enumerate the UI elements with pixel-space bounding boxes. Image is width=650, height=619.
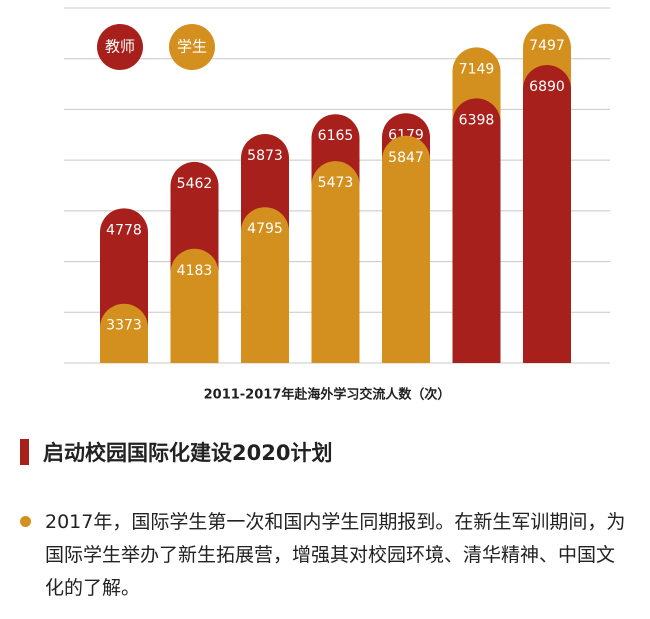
legend-swatch — [169, 24, 215, 70]
value-label: 5473 — [318, 175, 354, 191]
value-label: 4795 — [247, 221, 283, 237]
section-heading: 启动校园国际化建设2020计划 — [20, 438, 332, 466]
value-label: 5873 — [247, 148, 283, 164]
heading-marker — [20, 439, 29, 465]
value-label: 3373 — [106, 318, 142, 334]
bar — [523, 64, 571, 363]
bullet-item: 2017年，国际学生第一次和国内学生同期报到。在新生军训期间，为国际学生举办了新… — [20, 506, 630, 605]
value-label: 5462 — [177, 176, 213, 192]
value-label: 6165 — [318, 128, 354, 144]
value-label: 6890 — [529, 79, 565, 95]
bar — [170, 248, 219, 363]
value-label: 7149 — [459, 61, 495, 77]
bars: 4778337354624183587347956165547361795847… — [100, 23, 571, 363]
legend-label: 教师 — [105, 38, 135, 56]
bar — [452, 98, 501, 363]
chart-title: 2011-2017年赴海外学习交流人数（次） — [204, 387, 451, 403]
value-label: 4183 — [177, 263, 213, 279]
bar — [311, 161, 360, 363]
heading-text: 启动校园国际化建设2020计划 — [43, 441, 333, 465]
bar — [100, 303, 148, 363]
value-label: 5847 — [388, 150, 424, 166]
bar — [382, 135, 430, 363]
chart: 2011-2017年赴海外学习交流人数（次） 教师 学生 4778 3373 5462 4… — [64, 7, 610, 403]
legend-label: 学生 — [177, 38, 207, 56]
bullet-text: 2017年，国际学生第一次和国内学生同期报到。在新生军训期间，为国际学生举办了新… — [45, 511, 626, 599]
value-label: 6398 — [459, 112, 495, 128]
bullet-dot — [20, 516, 31, 527]
bar — [241, 207, 289, 363]
legend-swatch — [97, 24, 143, 70]
value-label: 4778 — [106, 222, 142, 238]
value-label: 7497 — [529, 38, 565, 54]
